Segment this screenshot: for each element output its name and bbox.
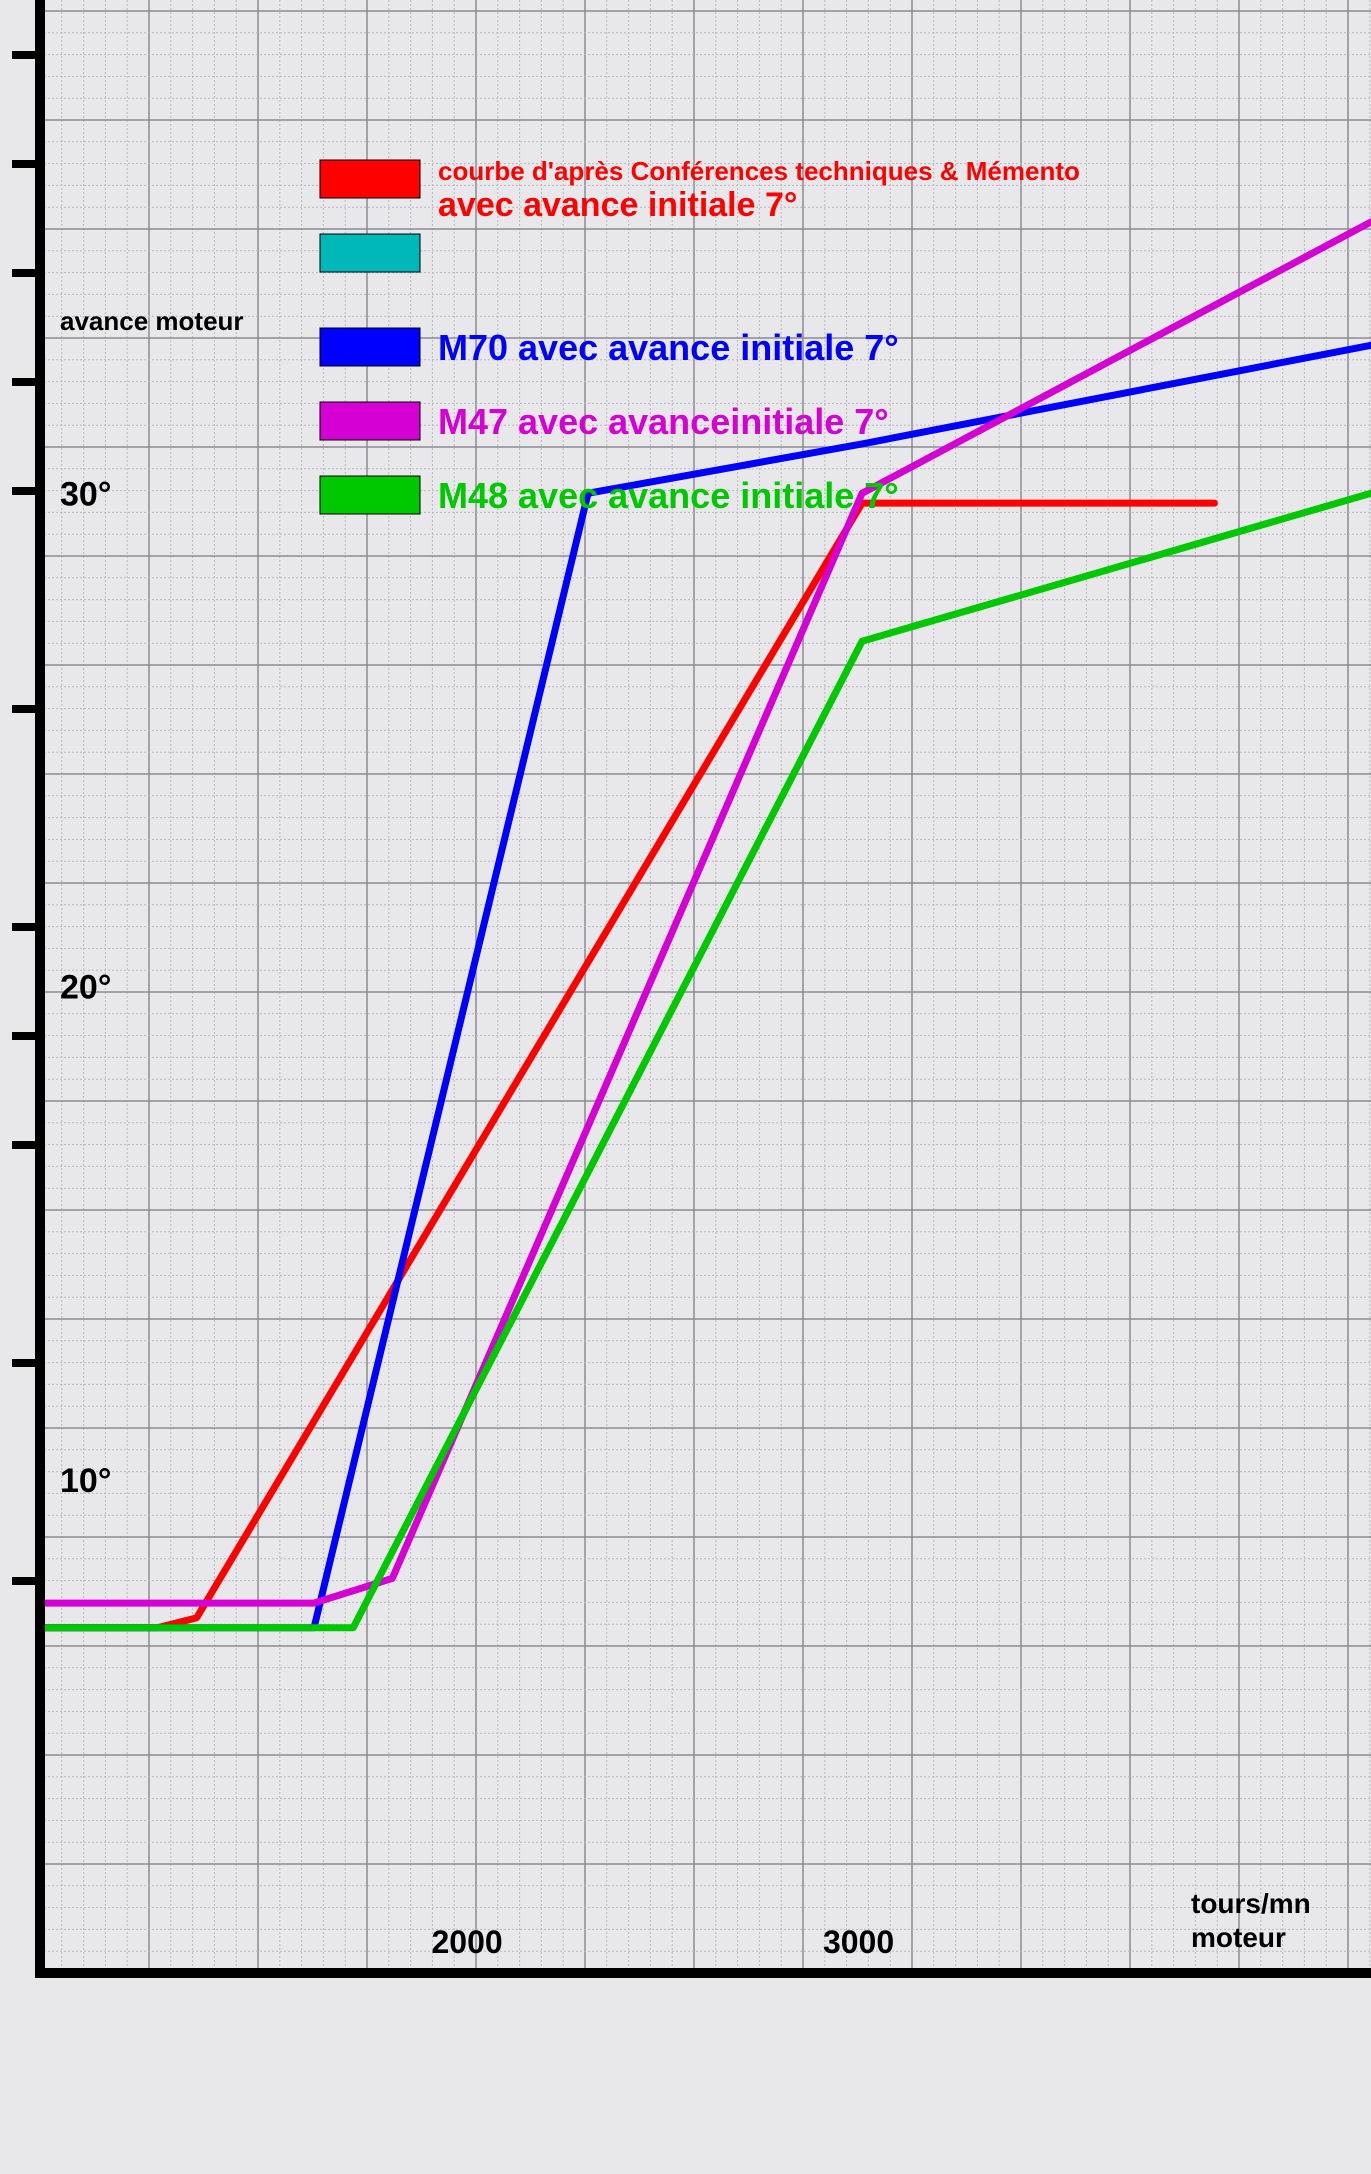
legend-swatch	[320, 234, 420, 272]
chart-container: 2000 3000 tours/mnmoteur 10° 20° 30° avance mo…	[0, 0, 1371, 2174]
legend-swatch	[320, 476, 420, 514]
legend-label: M47 avec avanceinitiale 7°	[438, 401, 889, 442]
x-axis-title: tours/mn	[1191, 1888, 1311, 1919]
y-axis-title: avance moteur	[60, 306, 244, 336]
legend-swatch	[320, 402, 420, 440]
legend-swatch	[320, 328, 420, 366]
legend-swatch	[320, 160, 420, 198]
y-tick-label: 30°	[60, 475, 111, 513]
x-axis-title: moteur	[1191, 1922, 1286, 1953]
y-tick-label: 10°	[60, 1462, 111, 1500]
x-tick-label: 3000	[823, 1924, 894, 1960]
line-chart: 2000 3000 tours/mnmoteur 10° 20° 30° avance mo…	[0, 0, 1371, 2174]
legend-label: M70 avec avance initiale 7°	[438, 327, 899, 368]
legend-label: M48 avec avance initiale 7°	[438, 475, 899, 516]
x-tick-label: 2000	[431, 1924, 502, 1960]
legend-label: avec avance initiale 7°	[438, 186, 798, 224]
legend-label: courbe d'après Conférences techniques & …	[438, 156, 1080, 186]
y-tick-label: 20°	[60, 969, 111, 1007]
